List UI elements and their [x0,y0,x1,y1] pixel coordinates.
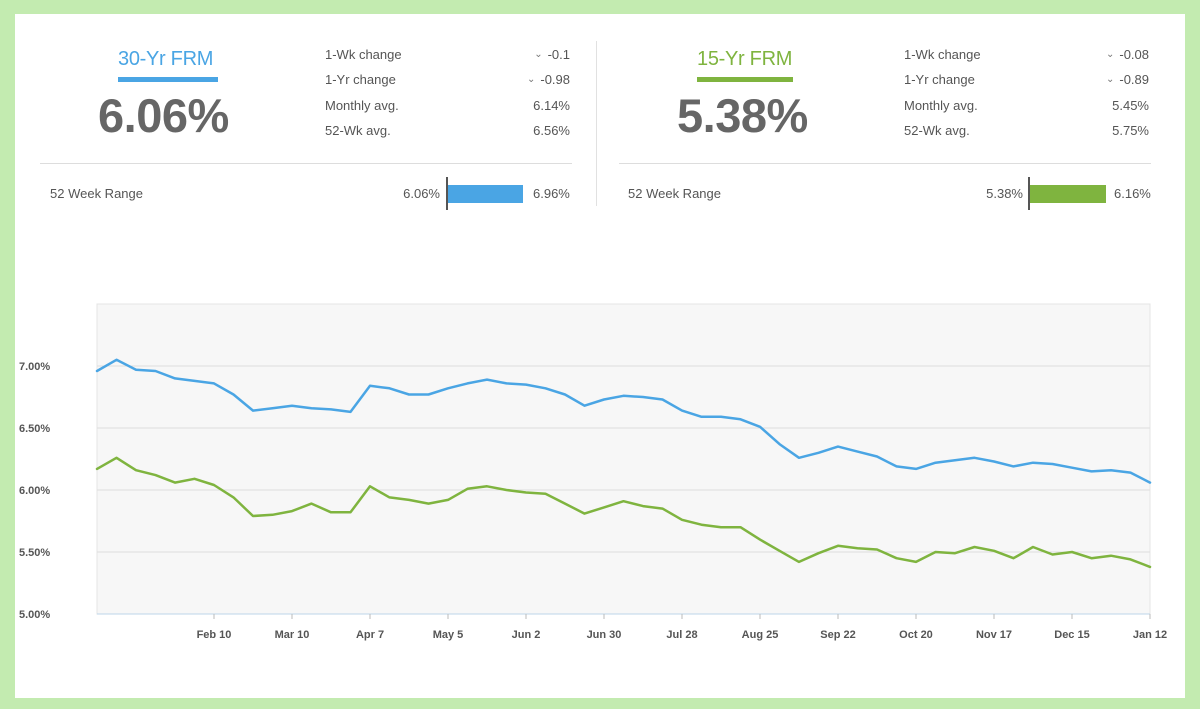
x-tick-label: Aug 25 [742,629,779,641]
stats-list: 1-Wk change ⌄ -0.1 1-Yr change ⌄ -0.98 Mon… [325,45,572,146]
x-tick-label: Feb 10 [197,629,232,641]
stat-value: 5.75% [1112,122,1149,138]
range-bar [448,185,523,203]
range-tick [446,177,448,210]
chevron-down-icon: ⌄ [526,74,536,86]
y-tick-label: 5.50% [19,547,50,559]
title-underline [118,77,218,82]
x-tick-label: Jun 30 [587,629,622,641]
stat-row-1wk: 1-Wk change ⌄ -0.08 [904,45,1151,70]
chevron-down-icon: ⌄ [534,49,543,60]
stat-value-text: -0.1 [547,47,570,62]
stat-row-monthly: Monthly avg. 6.14% [325,96,572,121]
panel-title[interactable]: 30-Yr FRM [118,48,214,70]
x-tick-label: Jul 28 [666,629,697,641]
range-bar [1030,185,1106,203]
stat-label: 52-Wk avg. [904,122,970,138]
stat-label: 1-Wk change [325,47,402,62]
stat-label: 52-Wk avg. [325,122,391,138]
stat-row-1yr: 1-Yr change ⌄ -0.98 [325,70,572,95]
y-tick-label: 7.00% [19,361,50,373]
current-rate: 6.06% [98,89,229,142]
x-tick-label: Jan 12 [1133,629,1167,641]
stat-value: ⌄ -0.08 [1106,47,1149,62]
range-high: 6.16% [1114,186,1151,201]
x-tick-label: Apr 7 [356,629,384,641]
stat-value: 6.56% [533,122,570,138]
stat-label: Monthly avg. [325,97,399,113]
stat-value: ⌄ -0.98 [527,72,570,87]
stat-value: ⌄ -0.89 [1106,72,1149,87]
x-tick-label: Jun 2 [512,629,541,641]
stat-row-1wk: 1-Wk change ⌄ -0.1 [325,45,572,70]
range-label: 52 Week Range [50,186,143,201]
stat-value-text: -0.89 [1119,72,1149,88]
y-tick-label: 6.50% [19,423,50,435]
range-label: 52 Week Range [628,186,721,201]
range-tick [1028,177,1030,210]
stat-value: 6.14% [533,97,570,113]
divider [619,163,1151,164]
x-tick-label: May 5 [433,629,464,641]
stat-value: ⌄ -0.1 [534,47,570,62]
x-tick-label: Sep 22 [820,629,855,641]
chevron-down-icon: ⌄ [1105,49,1115,60]
panel-title[interactable]: 15-Yr FRM [697,48,793,70]
panel-divider [596,41,597,206]
stat-row-monthly: Monthly avg. 5.45% [904,96,1151,121]
stat-label: 1-Yr change [325,72,396,88]
stat-row-1yr: 1-Yr change ⌄ -0.89 [904,70,1151,95]
stat-label: Monthly avg. [904,97,978,113]
series-line-30-yr-frm [95,358,1152,484]
x-tick-label: Oct 20 [899,629,933,641]
stat-value-text: -0.08 [1119,47,1149,62]
panel-15yr: 15-Yr FRM 5.38% 1-Wk change ⌄ -0.08 1-Yr … [619,14,1151,214]
y-tick-label: 6.00% [19,485,50,497]
series-line-15-yr-frm [95,456,1152,569]
current-rate: 5.38% [677,89,808,142]
x-tick-label: Nov 17 [976,629,1012,641]
stat-value-text: -0.98 [540,72,570,88]
stat-label: 1-Wk change [904,47,981,62]
x-tick-label: Mar 10 [275,629,310,641]
x-tick-label: Dec 15 [1054,629,1089,641]
y-tick-label: 5.00% [19,609,50,621]
stat-value: 5.45% [1112,97,1149,113]
stat-row-52wk: 52-Wk avg. 6.56% [325,121,572,146]
title-underline [697,77,793,82]
range-low: 5.38% [986,186,1023,201]
plot-area [96,303,1151,615]
range-low: 6.06% [403,186,440,201]
divider [40,163,572,164]
stat-row-52wk: 52-Wk avg. 5.75% [904,121,1151,146]
rates-card: 30-Yr FRM 6.06% 1-Wk change ⌄ -0.1 1-Yr c… [15,14,1185,698]
stat-label: 1-Yr change [904,72,975,88]
rate-history-chart: 5.00% 5.50% 6.00% 6.50% 7.00% Feb 10 Mar 10 Apr… [19,303,1167,641]
chevron-down-icon: ⌄ [1105,74,1115,86]
stats-list: 1-Wk change ⌄ -0.08 1-Yr change ⌄ -0.89 Mo… [904,45,1151,146]
panel-30yr: 30-Yr FRM 6.06% 1-Wk change ⌄ -0.1 1-Yr c… [40,14,572,214]
range-high: 6.96% [533,186,570,201]
